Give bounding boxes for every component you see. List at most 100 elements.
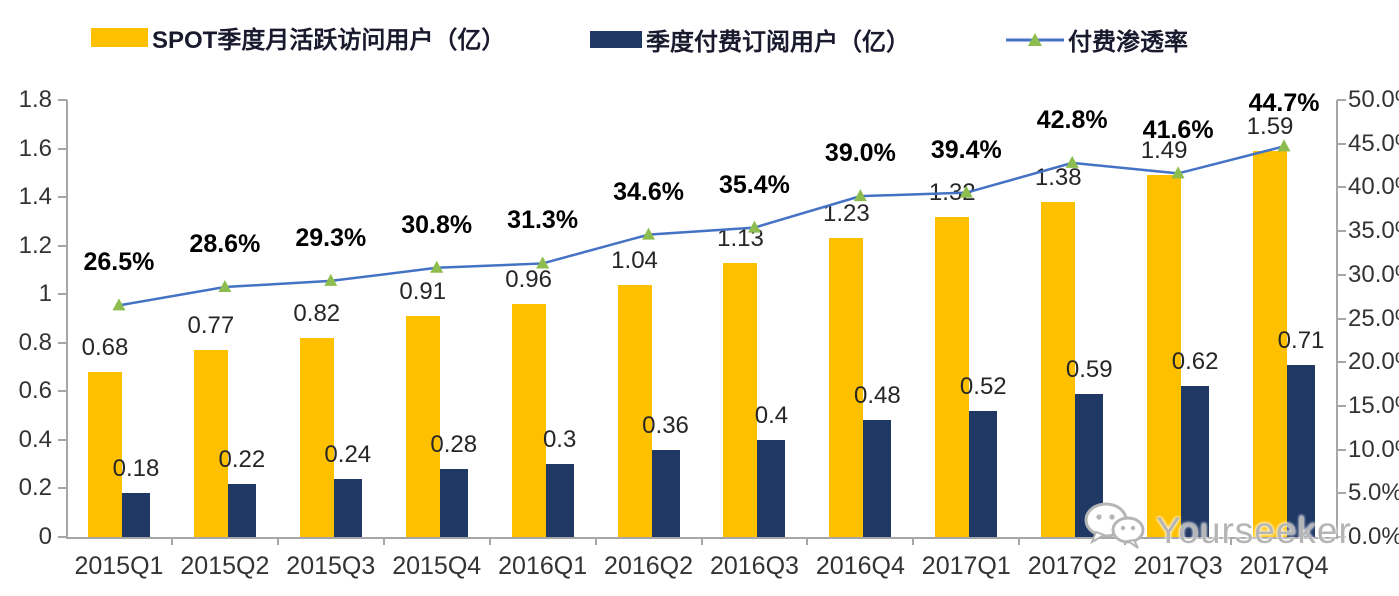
bar-label-mau: 0.91: [399, 278, 447, 306]
bar-mau: [193, 350, 228, 537]
bar-label-mau: 1.23: [823, 200, 870, 228]
bar-subscribers: [1181, 386, 1210, 537]
left-axis-tick-label: 1: [38, 280, 52, 308]
penetration-label: 42.8%: [1036, 105, 1108, 134]
x-axis-label: 2016Q1: [498, 552, 588, 580]
right-axis-tick: [1337, 448, 1346, 451]
bar-label-subscribers: 0.59: [1065, 355, 1113, 383]
x-axis-label: 2015Q3: [286, 552, 376, 580]
right-axis-tick: [1337, 361, 1346, 364]
bar-mau: [405, 316, 440, 537]
legend-item-penetration: 付费渗透率: [1006, 22, 1188, 57]
penetration-label: 31.3%: [507, 206, 579, 235]
left-axis-line: [66, 100, 68, 538]
x-axis-tick: [594, 537, 597, 545]
left-axis-tick: [58, 99, 67, 101]
left-axis-tick-label: 0: [38, 523, 52, 550]
x-axis-label: 2015Q1: [74, 552, 164, 580]
right-axis-tick-label: 40.0%: [1348, 173, 1399, 201]
legend-item-mau: SPOT季度月活跃访问用户（亿）: [91, 20, 505, 55]
left-axis-tick: [58, 293, 67, 296]
right-axis-tick-label: 45.0%: [1348, 129, 1399, 157]
bar-label-subscribers: 0.48: [854, 382, 901, 410]
bar-subscribers: [439, 469, 468, 537]
bar-label-mau: 1.38: [1034, 163, 1082, 191]
bar-subscribers: [969, 410, 998, 537]
penetration-label: 44.7%: [1248, 89, 1320, 118]
line-marker-icon: [1006, 32, 1064, 48]
right-axis-tick-label: 15.0%: [1348, 391, 1399, 419]
x-axis-label: 2016Q2: [604, 552, 694, 580]
bar-subscribers: [545, 464, 574, 537]
x-axis-tick: [488, 537, 491, 545]
right-axis-tick-label: 5.0%: [1348, 479, 1399, 507]
x-axis-tick: [700, 537, 703, 545]
subscribers-legend-label: 季度付费订阅用户（亿）: [646, 29, 910, 56]
bar-subscribers: [121, 493, 150, 537]
x-axis-tick: [806, 537, 809, 545]
x-axis-label: 2016Q3: [709, 552, 799, 580]
bar-label-mau: 1.13: [717, 224, 764, 252]
x-axis-label: 2015Q4: [392, 552, 482, 580]
right-axis-tick-label: 50.0%: [1348, 86, 1399, 113]
mau-legend-label: SPOT季度月活跃访问用户（亿）: [152, 27, 506, 54]
left-axis-tick: [58, 487, 67, 490]
watermark: Yourseeker: [1082, 500, 1352, 561]
left-axis-tick-label: 0.4: [18, 425, 52, 453]
watermark-label: Yourseeker: [1156, 509, 1352, 551]
x-axis-tick: [912, 537, 915, 545]
x-axis-label: 2017Q3: [1133, 552, 1223, 580]
x-axis-label: 2016Q4: [815, 552, 905, 580]
x-axis-label: 2017Q2: [1027, 552, 1117, 580]
x-axis-tick: [1018, 537, 1021, 545]
bar-mau: [511, 303, 546, 537]
left-axis-tick-label: 1.2: [18, 231, 52, 259]
mau-legend-swatch: [91, 28, 148, 47]
right-axis-tick: [1337, 492, 1346, 495]
bar-label-subscribers: 0.71: [1277, 326, 1325, 354]
x-axis-label: 2017Q4: [1239, 552, 1329, 580]
right-axis-tick: [1337, 230, 1346, 233]
right-axis-tick: [1337, 317, 1346, 320]
right-axis-tick-label: 0.0%: [1348, 523, 1399, 550]
left-axis-tick-label: 0.2: [18, 474, 52, 502]
bar-label-subscribers: 0.22: [218, 445, 266, 473]
x-axis-label: 2017Q1: [921, 552, 1011, 580]
right-axis-tick-label: 35.0%: [1348, 217, 1399, 245]
bar-label-mau: 1.04: [611, 246, 658, 274]
bar-subscribers: [757, 439, 786, 537]
left-axis-tick: [58, 390, 67, 393]
penetration-label: 41.6%: [1142, 116, 1214, 145]
left-axis-tick-label: 0.6: [18, 377, 52, 405]
x-axis-tick: [1230, 537, 1233, 545]
right-axis-tick-label: 20.0%: [1348, 348, 1399, 376]
bar-label-subscribers: 0.24: [324, 440, 372, 468]
right-axis-tick: [1337, 186, 1346, 189]
right-axis-tick-label: 25.0%: [1348, 304, 1399, 332]
right-axis-tick: [1337, 273, 1346, 276]
bar-label-subscribers: 0.36: [642, 411, 689, 439]
x-axis-tick: [170, 537, 173, 545]
bar-label-mau: 0.68: [81, 333, 129, 361]
bar-subscribers: [651, 449, 680, 537]
left-axis-tick: [58, 196, 67, 199]
bar-label-mau: 0.82: [293, 299, 341, 327]
bar-label-subscribers: 0.3: [542, 426, 577, 454]
bar-label-subscribers: 0.4: [754, 401, 789, 429]
bar-label-subscribers: 0.18: [112, 455, 160, 483]
left-axis-tick-label: 1.4: [18, 183, 52, 211]
x-axis-label: 2015Q2: [180, 552, 270, 580]
left-axis-tick-label: 0.8: [18, 328, 52, 356]
left-axis-tick: [58, 438, 67, 441]
right-axis-tick-label: 30.0%: [1348, 260, 1399, 288]
penetration-label: 39.4%: [930, 135, 1002, 164]
legend-item-subscribers: 季度付费订阅用户（亿）: [590, 22, 910, 57]
left-axis-tick-label: 1.8: [18, 86, 52, 113]
bar-label-mau: 0.77: [187, 312, 235, 340]
bar-mau: [723, 262, 758, 537]
bar-label-mau: 0.96: [505, 265, 552, 293]
wechat-icon: [1082, 500, 1146, 561]
bar-label-mau: 1.32: [928, 178, 976, 206]
bar-mau: [299, 337, 334, 537]
bar-subscribers: [863, 420, 892, 537]
